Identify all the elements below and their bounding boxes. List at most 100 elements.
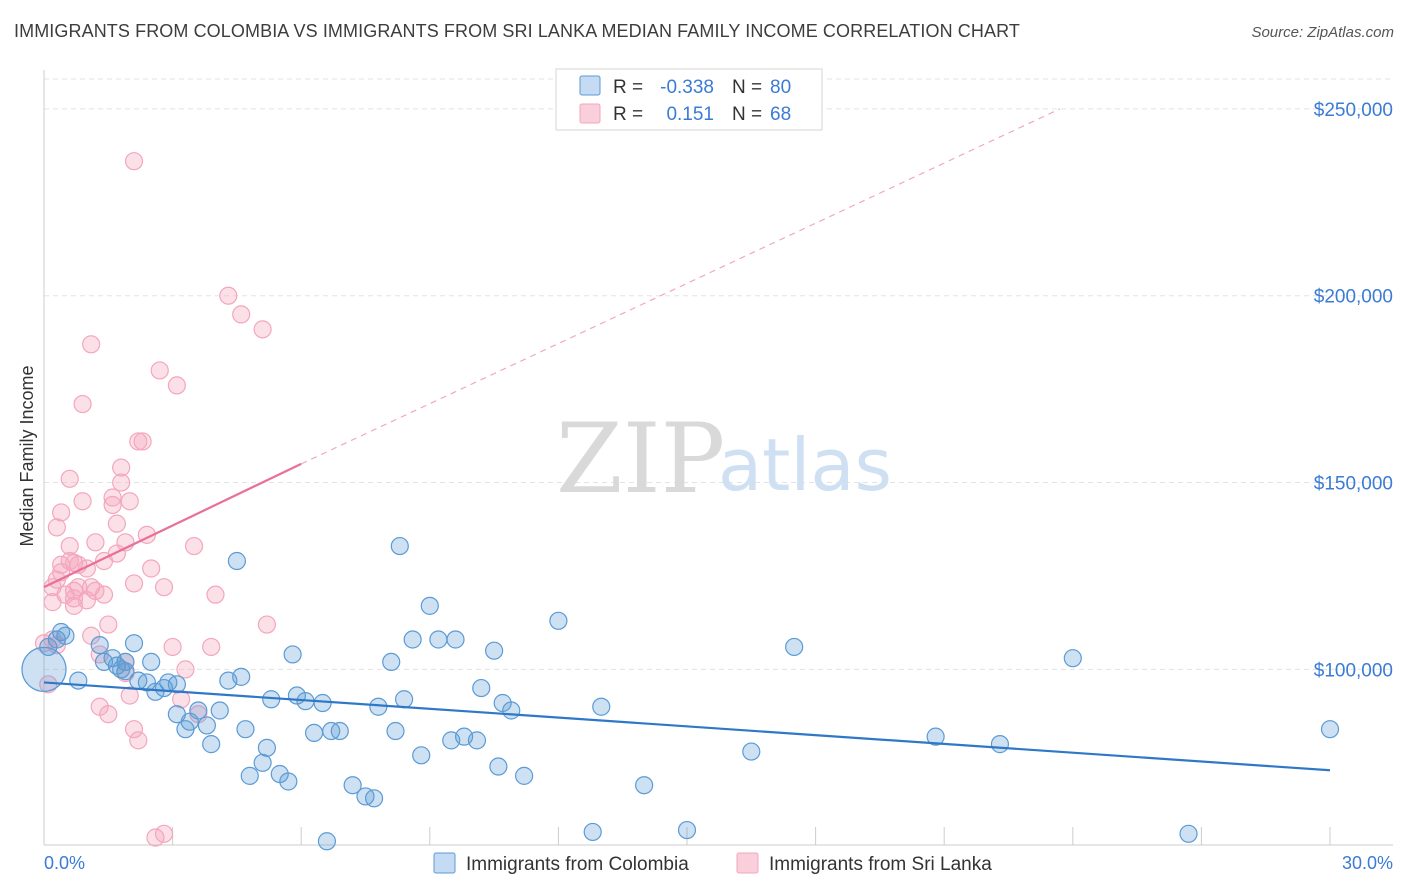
point-colombia [167,675,186,694]
point-colombia [1063,649,1082,668]
point-colombia [283,645,302,664]
point-srilanka [47,518,66,537]
trend-line-srilanka [43,462,302,589]
point-colombia [210,701,229,720]
point-srilanka [219,286,238,305]
chart-title: IMMIGRANTS FROM COLOMBIA VS IMMIGRANTS F… [14,21,1020,41]
x-tick-label-max: 30.0% [1342,853,1393,873]
stats-legend: R = -0.338 N = 80 R = 0.151 N = 68 [555,68,823,131]
point-colombia [279,772,298,791]
y-tick-label: $200,000 [1314,287,1393,308]
legend-swatch-srilanka [579,103,601,124]
point-srilanka [60,536,79,556]
point-srilanka [124,152,144,171]
point-colombia [124,634,144,653]
point-colombia [343,776,362,795]
point-colombia [56,626,75,645]
point-colombia [549,611,568,630]
point-colombia [394,690,414,709]
point-srilanka [103,488,122,507]
legend-swatch-colombia [579,75,601,96]
y-tick-label: $250,000 [1314,100,1393,121]
y-tick-label: $150,000 [1314,474,1393,495]
point-colombia [485,641,504,660]
source-credit: Source: ZipAtlas.com [1251,24,1394,41]
legend-n-label-srilanka: N = [732,104,762,125]
point-srilanka [73,492,92,511]
point-colombia [227,551,246,571]
point-colombia [236,720,255,739]
point-colombia [257,738,277,757]
point-colombia [330,721,349,741]
point-colombia [197,716,216,735]
bottom-legend-label-colombia: Immigrants from Colombia [466,854,689,875]
point-colombia [420,596,439,615]
point-srilanka [257,615,277,634]
point-colombia [926,727,945,746]
series-srilanka-points [34,152,277,847]
point-srilanka [120,492,139,511]
point-colombia [253,753,272,772]
y-tick-label: $100,000 [1314,660,1393,681]
point-srilanka [112,458,131,477]
point-colombia [317,832,337,851]
point-colombia [785,637,804,657]
point-colombia [202,735,221,754]
legend-r-value-srilanka: 0.151 [666,104,714,125]
point-srilanka [154,824,174,843]
point-srilanka [202,637,221,657]
point-colombia [69,671,88,690]
grid [44,78,1393,670]
point-colombia [635,776,654,795]
point-srilanka [82,335,101,354]
point-srilanka [129,731,148,750]
legend-r-label-srilanka: R = [613,104,643,125]
point-srilanka [86,533,105,552]
point-srilanka [232,305,251,324]
point-colombia [403,630,422,649]
point-colombia [304,723,324,743]
point-colombia [386,721,405,741]
bottom-legend-swatch-srilanka [736,852,759,874]
point-colombia [116,662,135,681]
watermark-atlas: atlas [718,423,892,507]
point-colombia [489,757,508,776]
point-colombia [677,820,697,840]
trend-line-colombia [43,681,1331,772]
point-colombia [232,667,251,686]
legend-r-label-colombia: R = [613,77,643,98]
trend-lines [43,108,1331,772]
point-colombia [1320,720,1340,739]
point-srilanka [124,720,144,739]
watermark-zip: ZIP [556,403,725,515]
point-colombia [313,693,332,713]
point-srilanka [150,361,169,380]
point-srilanka [154,578,174,597]
point-srilanka [107,514,126,533]
point-colombia [515,766,534,785]
point-colombia [21,646,67,692]
point-srilanka [69,578,88,597]
legend-n-value-srilanka: 68 [770,104,791,125]
point-srilanka [120,686,139,705]
point-colombia [472,678,491,698]
point-colombia [429,630,448,649]
point-colombia [592,697,611,716]
point-srilanka [60,469,79,488]
point-colombia [412,746,431,765]
trend-line-srilanka-extension [300,108,1061,465]
point-colombia [382,652,401,672]
series-colombia-points [21,536,1340,851]
point-colombia [990,735,1010,754]
point-srilanka [129,432,148,451]
point-srilanka [94,585,114,604]
point-colombia [116,652,135,672]
x-tick-label-min: 0.0% [44,853,85,873]
point-srilanka [124,574,144,593]
point-colombia [502,701,521,720]
point-colombia [390,536,409,556]
point-srilanka [73,394,92,414]
bottom-legend-label-srilanka: Immigrants from Sri Lanka [769,854,992,875]
point-srilanka [52,503,71,522]
point-srilanka [163,637,182,657]
